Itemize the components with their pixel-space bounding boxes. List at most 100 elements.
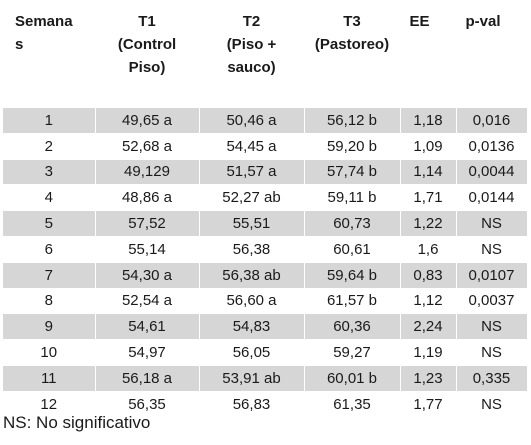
table-row: 9 54,61 54,83 60,36 2,24 NS [3, 313, 528, 341]
table-row: 2 52,68 a 54,45 a 59,20 b 1,09 0,0136 [3, 133, 528, 160]
cell-semana: 1 [3, 106, 96, 134]
cell-t3: 59,64 b [304, 262, 401, 289]
cell-pval: NS [456, 313, 528, 341]
cell-semana: 9 [3, 313, 96, 341]
table-row: 11 56,18 a 53,91 ab 60,01 b 1,23 0,335 [3, 365, 528, 392]
cell-semana: 5 [3, 210, 96, 237]
cell-pval: 0,016 [456, 106, 528, 134]
header-row: Semana s T1 (Control Piso) T2 (Piso + sauco) … [3, 3, 528, 108]
header-t2-line: (Piso + [226, 36, 277, 53]
cell-ee: 1,71 [400, 184, 457, 212]
results-table: Semana s T1 (Control Piso) T2 (Piso + sauco) … [3, 3, 528, 418]
cell-t1: 56,18 a [95, 365, 200, 392]
cell-pval: NS [456, 236, 528, 263]
header-t2: T2 (Piso + sauco) [199, 3, 305, 108]
cell-t2: 56,38 ab [199, 262, 305, 289]
cell-t1: 55,14 [95, 236, 200, 263]
cell-t3: 61,57 b [304, 288, 401, 315]
header-semanas-line: s [15, 36, 24, 53]
table-row: 8 52,54 a 56,60 a 61,57 b 1,12 0,0037 [3, 288, 528, 315]
cell-ee: 2,24 [400, 313, 457, 341]
cell-ee: 1,14 [400, 159, 457, 186]
cell-t3: 57,74 b [304, 159, 401, 186]
cell-pval: NS [456, 210, 528, 237]
header-pval-line: p-val [465, 13, 501, 30]
cell-ee: 1,19 [400, 339, 457, 366]
table-row: 4 48,86 a 52,27 ab 59,11 b 1,71 0,0144 [3, 184, 528, 212]
cell-semana: 8 [3, 288, 96, 315]
cell-t3: 60,61 [304, 236, 401, 263]
header-t2-line: sauco) [227, 59, 276, 76]
cell-semana: 4 [3, 184, 96, 212]
cell-t1: 56,35 [95, 391, 200, 418]
header-t3-line: T3 [343, 13, 361, 30]
table-row: 7 54,30 a 56,38 ab 59,64 b 0,83 0,0107 [3, 262, 528, 289]
cell-pval: 0,0136 [456, 133, 528, 160]
cell-pval: 0,0037 [456, 288, 528, 315]
table-row: 10 54,97 56,05 59,27 1,19 NS [3, 339, 528, 366]
cell-semana: 2 [3, 133, 96, 160]
cell-t3: 56,12 b [304, 106, 401, 134]
cell-t2: 53,91 ab [199, 365, 305, 392]
cell-t2: 54,45 a [199, 133, 305, 160]
cell-t1: 52,68 a [95, 133, 200, 160]
cell-semana: 6 [3, 236, 96, 263]
cell-ee: 1,18 [400, 106, 457, 134]
table-row: 12 56,35 56,83 61,35 1,77 NS [3, 391, 528, 418]
cell-pval: 0,0107 [456, 262, 528, 289]
header-semanas: Semana s [3, 3, 96, 108]
cell-semana: 3 [3, 159, 96, 186]
cell-t1: 54,97 [95, 339, 200, 366]
cell-t2: 56,83 [199, 391, 305, 418]
cell-t1: 57,52 [95, 210, 200, 237]
cell-t3: 59,11 b [304, 184, 401, 212]
cell-pval: NS [456, 339, 528, 366]
cell-t3: 61,35 [304, 391, 401, 418]
cell-t1: 49,129 [95, 159, 200, 186]
cell-ee: 1,6 [400, 236, 457, 263]
cell-ee: 0,83 [400, 262, 457, 289]
cell-t2: 55,51 [199, 210, 305, 237]
cell-ee: 1,09 [400, 133, 457, 160]
cell-t3: 60,01 b [304, 365, 401, 392]
cell-semana: 11 [3, 365, 96, 392]
cell-t1: 49,65 a [95, 106, 200, 134]
cell-pval: 0,0144 [456, 184, 528, 212]
cell-semana: 12 [3, 391, 96, 418]
cell-pval: NS [456, 391, 528, 418]
cell-ee: 1,12 [400, 288, 457, 315]
cell-t2: 51,57 a [199, 159, 305, 186]
header-semanas-line: Semana [15, 13, 73, 30]
cell-t2: 56,05 [199, 339, 305, 366]
header-t3-line: (Pastoreo) [314, 36, 390, 53]
cell-ee: 1,23 [400, 365, 457, 392]
cell-t3: 60,73 [304, 210, 401, 237]
cell-pval: 0,0044 [456, 159, 528, 186]
cell-pval: 0,335 [456, 365, 528, 392]
table-row: 5 57,52 55,51 60,73 1,22 NS [3, 210, 528, 237]
cell-t1: 52,54 a [95, 288, 200, 315]
header-pval: p-val [456, 3, 528, 108]
table-row: 1 49,65 a 50,46 a 56,12 b 1,18 0,016 [3, 106, 528, 134]
cell-ee: 1,77 [400, 391, 457, 418]
cell-t3: 59,20 b [304, 133, 401, 160]
table-row: 6 55,14 56,38 60,61 1,6 NS [3, 236, 528, 263]
header-t1-line: Piso) [128, 59, 166, 76]
footnote: NS: No significativo [3, 413, 151, 432]
cell-t3: 59,27 [304, 339, 401, 366]
header-t3: T3 (Pastoreo) [304, 3, 401, 108]
cell-t2: 56,60 a [199, 288, 305, 315]
cell-t2: 50,46 a [199, 106, 305, 134]
header-t2-line: T2 [242, 13, 261, 30]
cell-semana: 10 [3, 339, 96, 366]
cell-ee: 1,22 [400, 210, 457, 237]
header-t1-line: (Control [117, 36, 177, 53]
header-t1-line: T1 [138, 13, 156, 30]
table-row: 3 49,129 51,57 a 57,74 b 1,14 0,0044 [3, 159, 528, 186]
header-ee: EE [400, 3, 457, 108]
header-t1: T1 (Control Piso) [95, 3, 200, 108]
cell-t1: 54,61 [95, 313, 200, 341]
cell-t1: 54,30 a [95, 262, 200, 289]
cell-t2: 52,27 ab [199, 184, 305, 212]
